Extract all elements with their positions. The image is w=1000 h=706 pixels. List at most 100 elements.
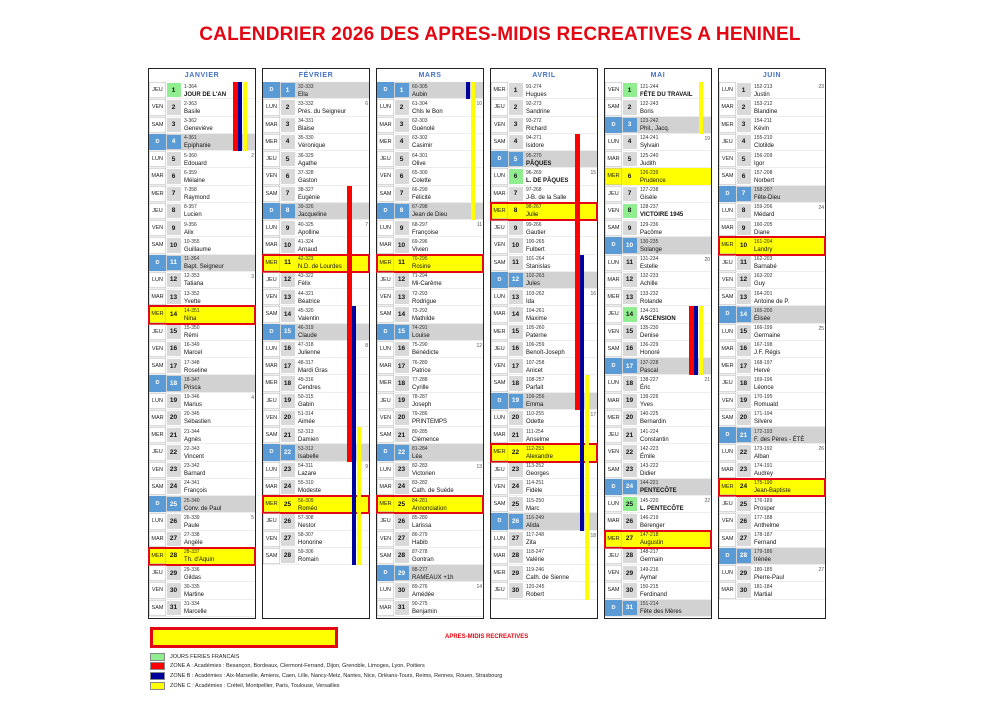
day-of-week-label: LUN bbox=[605, 255, 622, 271]
day-of-week-label: VEN bbox=[719, 393, 736, 409]
day-number: 7 bbox=[736, 186, 751, 201]
day-number: 29 bbox=[394, 566, 409, 581]
day-number: 23 bbox=[280, 462, 295, 477]
day-of-year-code: 141-224 bbox=[640, 428, 659, 435]
saint-name: Hugues bbox=[526, 91, 547, 98]
day-number: 9 bbox=[166, 221, 181, 236]
day-text: 121-244 FÊTE DU TRAVAIL bbox=[637, 82, 711, 98]
day-row-JUIN-17: MER 17 168-197 Hervé bbox=[719, 358, 825, 376]
saint-name: Élisée bbox=[754, 315, 771, 322]
day-row-MAI-5: MAR 5 125-240 Judith bbox=[605, 151, 711, 169]
day-of-week-label: LUN bbox=[149, 513, 166, 529]
day-of-year-code: 42-323 bbox=[298, 256, 314, 262]
day-number: 8 bbox=[280, 203, 295, 218]
day-text: 168-197 Hervé bbox=[751, 358, 825, 374]
saint-name: Olive bbox=[412, 160, 426, 167]
day-number: 27 bbox=[736, 531, 751, 546]
day-number: 30 bbox=[166, 583, 181, 598]
day-text: 112-253 Alexandre bbox=[523, 444, 597, 460]
day-of-year-code: 27-338 bbox=[184, 532, 200, 538]
day-of-week-label: JEU bbox=[719, 255, 736, 271]
day-text: 75-290 Bénédicte bbox=[409, 341, 483, 357]
day-of-year-code: 143-222 bbox=[640, 463, 659, 469]
day-text: 111-254 Anselme bbox=[523, 427, 597, 443]
saint-name: Blandine bbox=[754, 108, 778, 115]
saint-name: Jacqueline bbox=[298, 212, 327, 219]
day-of-week-label: MER bbox=[377, 134, 394, 150]
day-of-week-label: MAR bbox=[491, 427, 508, 443]
month-column-JANVIER: JANVIER JEU 1 1-364 JOUR DE L'AN VEN 2 2-363 Bas… bbox=[148, 68, 256, 619]
day-row-AVRIL-11: SAM 11 101-264 Stanislas bbox=[491, 255, 597, 272]
day-of-year-code: 11-354 bbox=[184, 256, 200, 262]
day-text: 15-350 Rémi bbox=[181, 324, 255, 340]
day-of-year-code: 111-254 bbox=[526, 428, 544, 435]
day-of-week-label: SAM bbox=[149, 358, 166, 374]
day-of-year-code: 117-248 bbox=[526, 532, 544, 538]
day-row-JUIN-4: JEU 4 155-210 Clotilde bbox=[719, 134, 825, 151]
day-row-MARS-22: D 22 81-284 Léa bbox=[377, 444, 483, 462]
day-row-FÉVRIER-25: MER 25 56-309 Roméo bbox=[262, 494, 370, 515]
day-row-MARS-24: MAR 24 83-282 Cath. de Suède bbox=[377, 479, 483, 496]
day-row-AVRIL-6: LUN 6 96-269 L. DE PÂQUES 15 bbox=[491, 168, 597, 186]
day-number: 18 bbox=[736, 376, 751, 391]
day-number: 13 bbox=[622, 290, 637, 305]
day-of-week-label: VEN bbox=[263, 531, 280, 547]
day-number: 25 bbox=[736, 497, 751, 512]
day-text: 88-277 RAMEAUX +1h bbox=[409, 565, 483, 581]
day-row-MAI-21: JEU 21 141-224 Constantin bbox=[605, 427, 711, 445]
day-row-AVRIL-30: JEU 30 120-245 Robert bbox=[491, 582, 597, 600]
day-row-FÉVRIER-18: MER 18 49-316 Cendres bbox=[263, 375, 369, 393]
day-text: 165-200 Élisée bbox=[751, 306, 825, 322]
week-number: 8 bbox=[365, 342, 368, 349]
day-of-year-code: 130-235 bbox=[640, 238, 659, 245]
day-row-JANVIER-14: MER 14 14-351 Nina bbox=[148, 305, 256, 325]
saint-name: Diane bbox=[754, 229, 770, 236]
day-number: 28 bbox=[166, 548, 181, 563]
saint-name: Léonce bbox=[754, 384, 774, 391]
day-text: 169-196 Léonce bbox=[751, 375, 825, 391]
week-number: 24 bbox=[818, 204, 824, 211]
day-of-week-label: D bbox=[491, 392, 508, 409]
day-of-week-label: D bbox=[377, 202, 394, 219]
day-of-year-code: 106-259 bbox=[526, 342, 545, 349]
saint-name: Germaine bbox=[754, 333, 781, 339]
day-row-FÉVRIER-6: VEN 6 37-328 Gaston bbox=[263, 168, 369, 186]
day-of-week-label: MER bbox=[605, 168, 622, 184]
saint-name: Norbert bbox=[754, 177, 775, 184]
day-text: 61-304 Chls le Bon bbox=[409, 99, 483, 115]
day-number: 9 bbox=[280, 221, 295, 236]
day-of-year-code: 10-355 bbox=[184, 238, 200, 245]
day-row-JUIN-8: LUN 8 159-206 Médard 24 bbox=[719, 203, 825, 220]
day-row-MARS-17: MAR 17 76-289 Patrice bbox=[377, 358, 483, 376]
day-of-week-label: LUN bbox=[377, 220, 394, 236]
day-of-year-code: 107-258 bbox=[526, 359, 545, 366]
day-number: 1 bbox=[736, 83, 751, 98]
day-row-MARS-12: JEU 12 71-294 Mi-Carême bbox=[377, 272, 483, 289]
day-of-week-label: LUN bbox=[491, 168, 508, 184]
day-text: 97-268 J-B. de la Salle bbox=[523, 186, 597, 202]
day-number: 19 bbox=[280, 393, 295, 408]
day-text: 23-342 Barnard bbox=[181, 462, 255, 478]
day-of-week-label: VEN bbox=[605, 203, 622, 219]
day-number: 11 bbox=[166, 255, 181, 270]
day-of-year-code: 109-256 bbox=[526, 394, 545, 400]
day-of-week-label: SAM bbox=[605, 341, 622, 357]
day-text: 176-189 Prosper bbox=[751, 496, 825, 512]
saint-name: L. PENTECÔTE bbox=[640, 505, 684, 512]
day-of-year-code: 95-270 bbox=[526, 152, 542, 159]
day-of-year-code: 164-201 bbox=[754, 290, 773, 297]
day-of-week-label: D bbox=[719, 185, 736, 202]
day-of-year-code: 113-252 bbox=[526, 463, 544, 469]
day-of-year-code: 163-202 bbox=[754, 273, 773, 280]
day-number: 18 bbox=[280, 376, 295, 391]
day-text: 19-346 Marius bbox=[181, 393, 255, 409]
day-row-MARS-18: MER 18 77-288 Cyrille bbox=[377, 375, 483, 393]
day-of-year-code: 31-334 bbox=[184, 601, 200, 607]
day-row-JUIN-10: MER 10 161-204 Landry bbox=[718, 236, 826, 256]
day-text: 178-187 Fernand bbox=[751, 531, 825, 547]
day-row-MARS-10: MAR 10 69-296 Vivien bbox=[377, 237, 483, 255]
day-text: 30-335 Martine bbox=[181, 582, 255, 598]
day-of-year-code: 110-255 bbox=[526, 411, 544, 418]
day-text: 126-239 Prudence bbox=[637, 168, 711, 184]
day-number: 3 bbox=[736, 117, 751, 132]
